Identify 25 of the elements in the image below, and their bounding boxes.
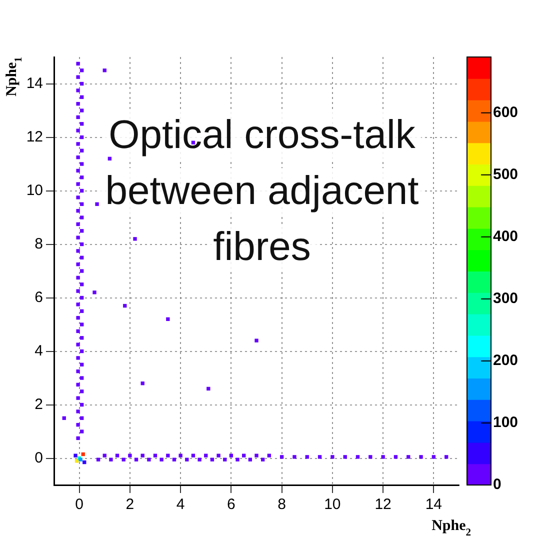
x-tick-label: 4 (176, 496, 185, 514)
x-tick-label: 14 (425, 496, 442, 514)
x-tick-label: 6 (227, 496, 236, 514)
y-tick-label: 6 (34, 288, 43, 306)
y-tick-label: 14 (26, 74, 43, 92)
color-bar-label: 400 (493, 228, 518, 246)
y-tick-label: 4 (34, 342, 43, 360)
color-bar-label: 200 (493, 352, 518, 370)
color-bar-label: 500 (493, 166, 518, 183)
color-bar-label: 0 (493, 476, 502, 494)
color-bar-label: 600 (493, 104, 518, 121)
y-tick-label: 12 (26, 128, 43, 146)
color-bar-label: 100 (493, 414, 518, 432)
text: Optical cross-talk between adjacent fibres (105, 113, 419, 269)
y-axis-title: Nphe1 (4, 57, 24, 96)
color-bar-label: 300 (493, 290, 518, 308)
x-tick-label: 0 (75, 496, 84, 514)
x-tick-label: 10 (324, 496, 341, 514)
x-tick-label: 8 (278, 496, 286, 514)
y-tick-label: 8 (34, 235, 43, 252)
y-tick-label: 2 (34, 396, 43, 413)
y-tick-label: 10 (26, 182, 43, 199)
x-tick-label: 12 (374, 496, 392, 514)
y-tick-label: 0 (34, 449, 43, 466)
x-tick-label: 2 (126, 496, 134, 514)
